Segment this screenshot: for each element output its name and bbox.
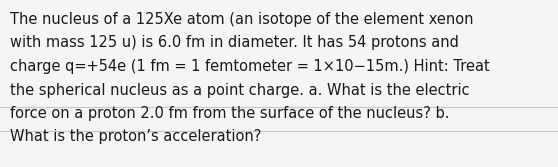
Text: charge q=+54e (1 fm = 1 femtometer = 1×10−15m.) Hint: Treat: charge q=+54e (1 fm = 1 femtometer = 1×1… <box>10 59 490 74</box>
Text: the spherical nucleus as a point charge. a. What is the electric: the spherical nucleus as a point charge.… <box>10 82 470 98</box>
Text: The nucleus of a 125Xe atom (an isotope of the element xenon: The nucleus of a 125Xe atom (an isotope … <box>10 12 474 27</box>
Text: What is the proton’s acceleration?: What is the proton’s acceleration? <box>10 129 261 144</box>
Text: force on a proton 2.0 fm from the surface of the nucleus? b.: force on a proton 2.0 fm from the surfac… <box>10 106 450 121</box>
Text: with mass 125 u) is 6.0 fm in diameter. It has 54 protons and: with mass 125 u) is 6.0 fm in diameter. … <box>10 36 459 50</box>
